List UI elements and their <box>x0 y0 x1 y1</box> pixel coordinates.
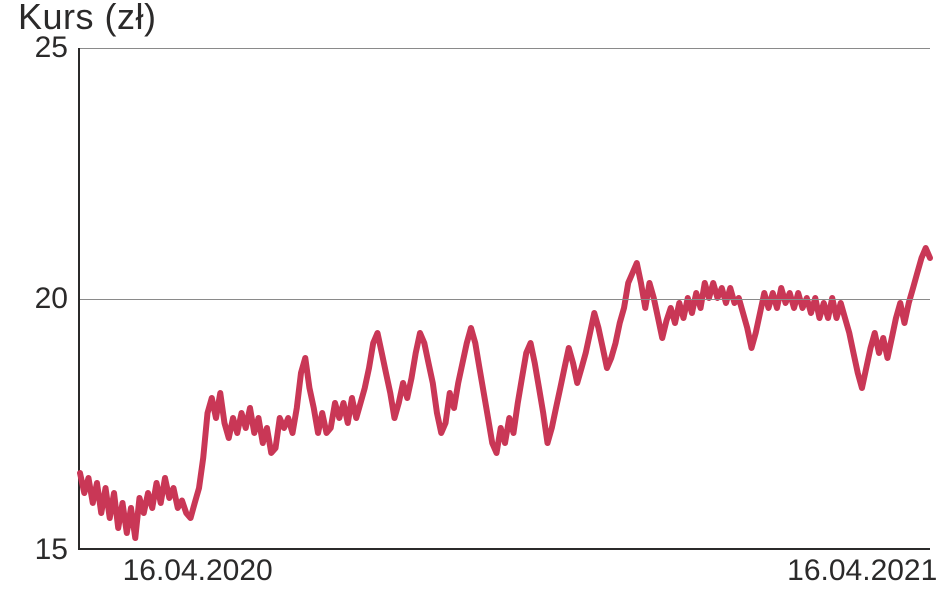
x-tick-label: 16.04.2020 <box>123 548 273 588</box>
x-tick-label: 16.04.2021 <box>787 548 937 588</box>
y-tick-label: 25 <box>35 31 80 65</box>
price-line <box>80 48 930 548</box>
price-chart: Kurs (zł) 15202516.04.202016.04.2021 <box>0 0 948 593</box>
y-tick-label: 20 <box>35 282 80 316</box>
plot-area: 15202516.04.202016.04.2021 <box>78 48 930 550</box>
y-gridline <box>80 48 930 49</box>
y-tick-label: 15 <box>35 533 80 567</box>
y-gridline <box>80 299 930 300</box>
